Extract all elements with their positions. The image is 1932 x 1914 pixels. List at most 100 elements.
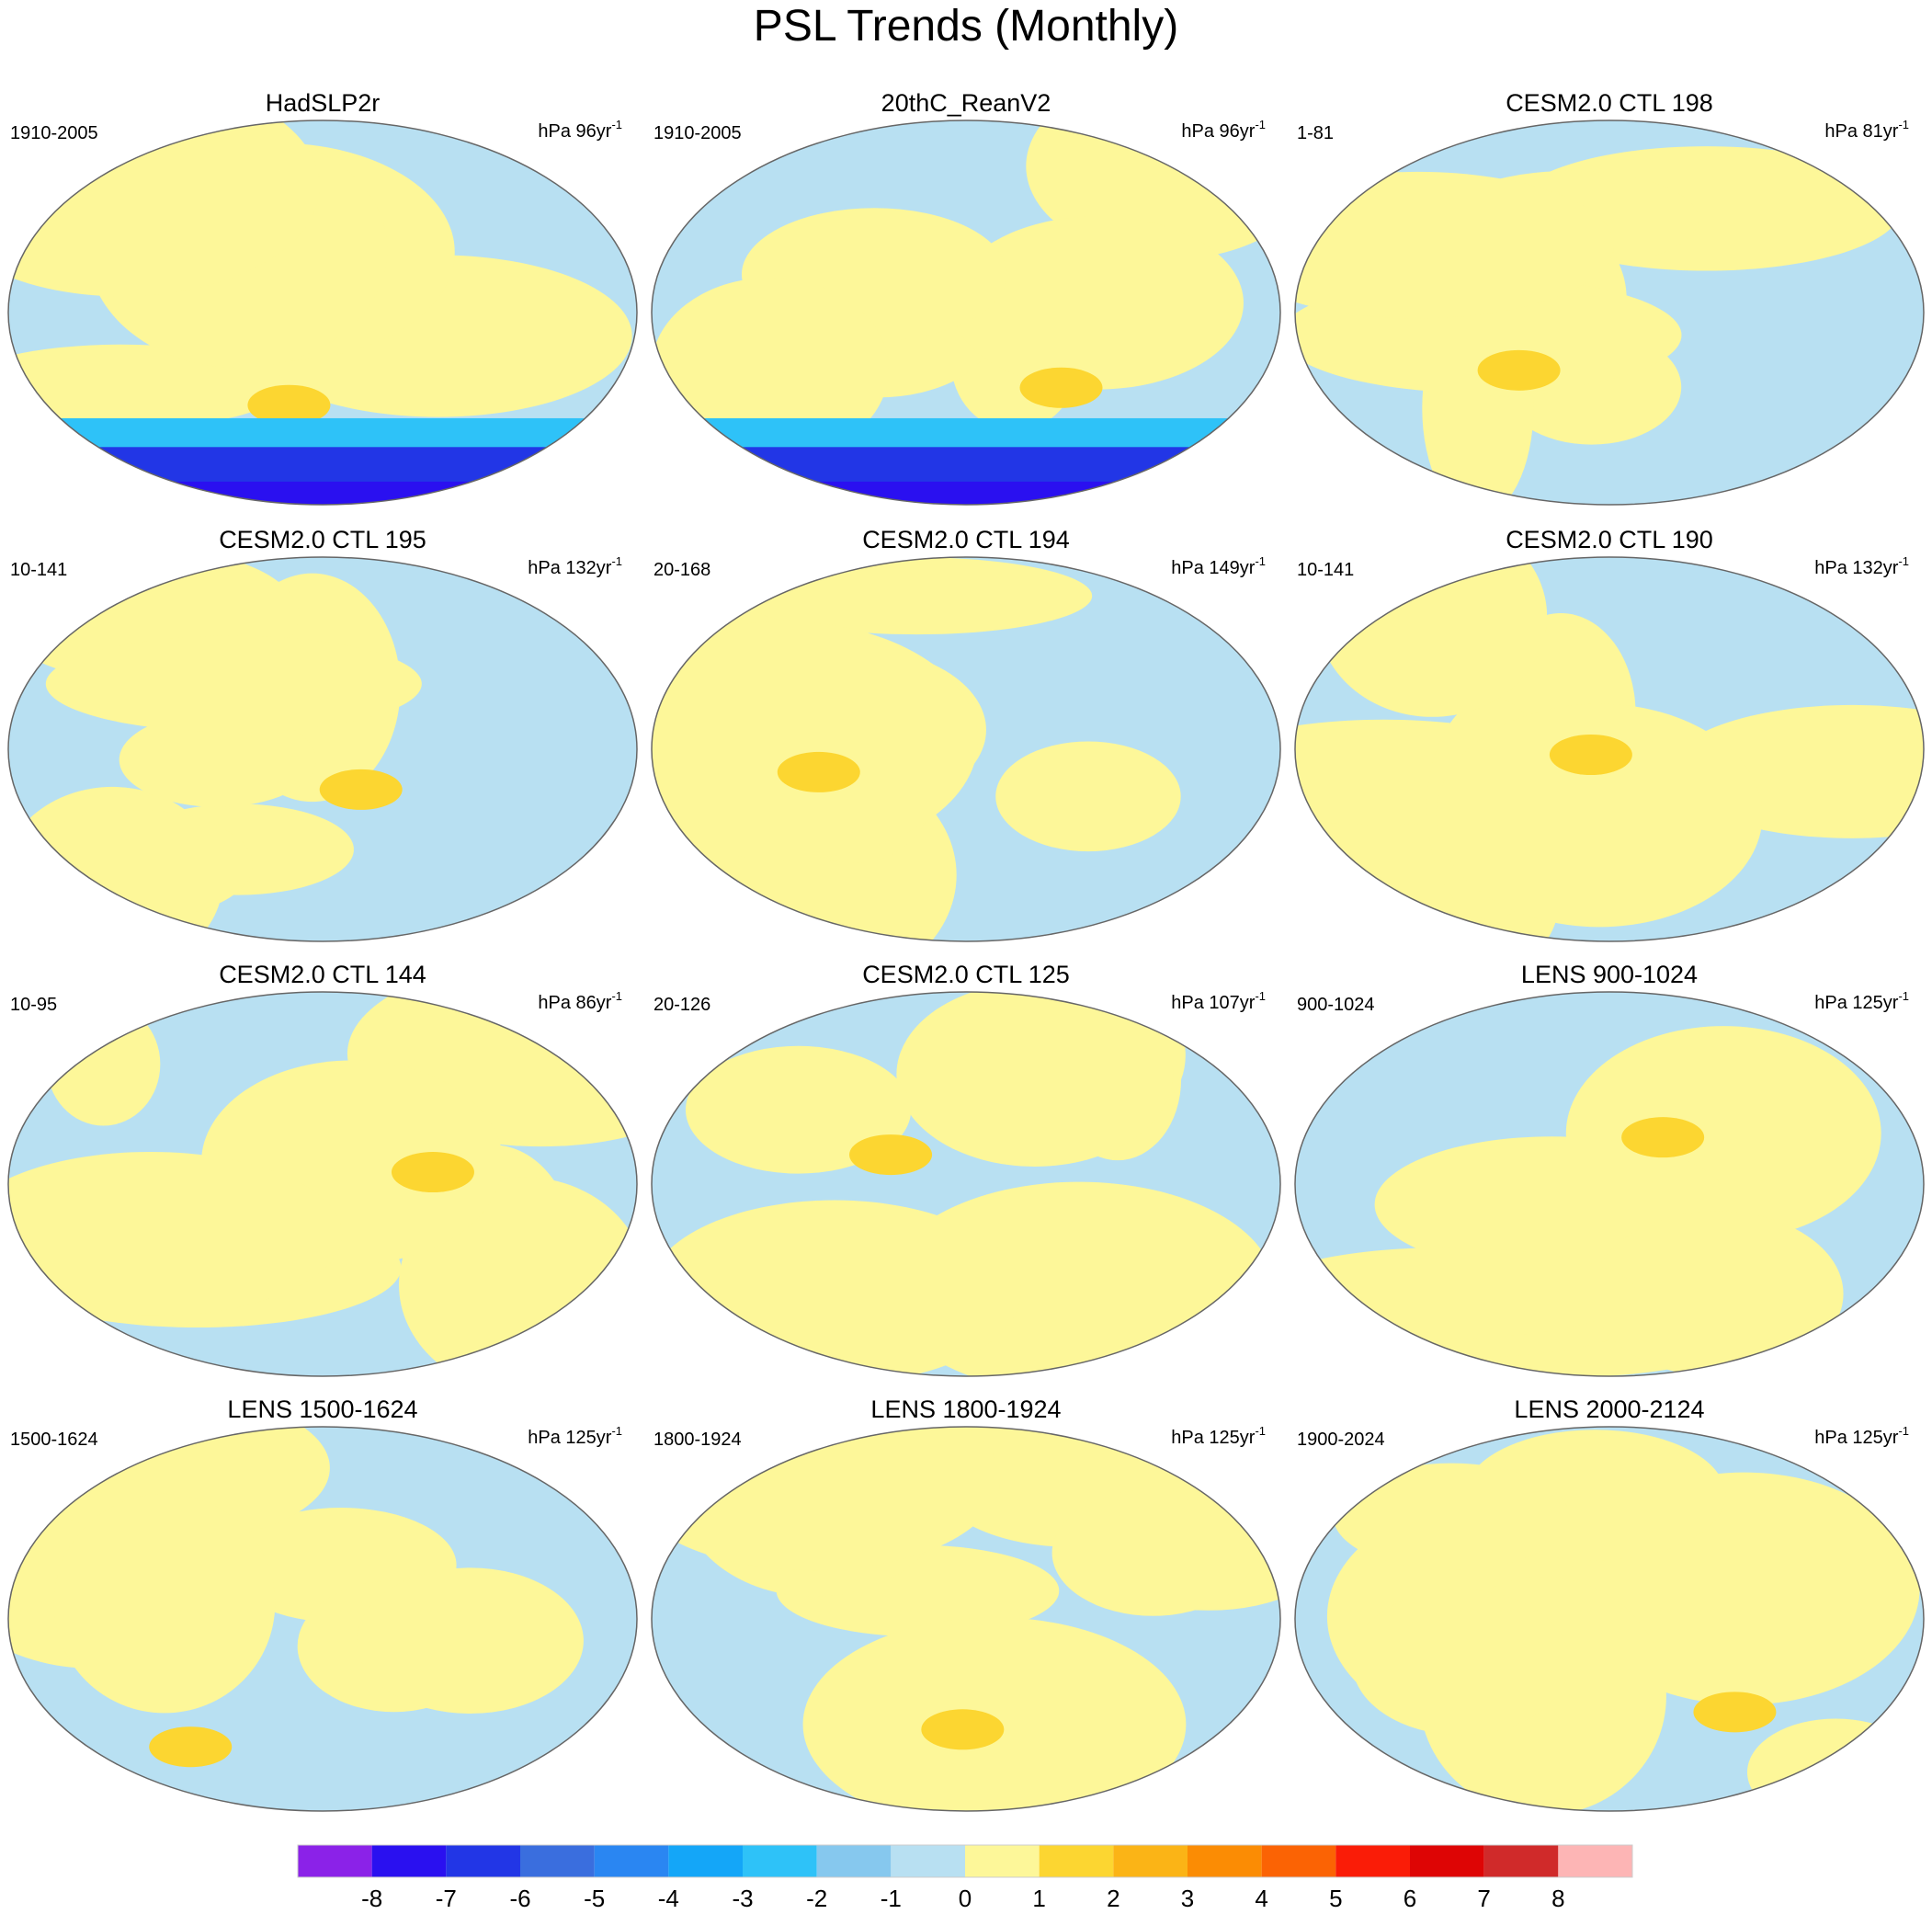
colorbar-box [816, 1845, 892, 1877]
units-exponent: -1 [611, 989, 622, 1003]
map-panel [1295, 992, 1924, 1376]
units-label: hPa 125yr-1 [1814, 989, 1909, 1013]
panel-title: CESM2.0 CTL 194 [862, 526, 1070, 553]
field-patch [1591, 1211, 1844, 1376]
map-panel [1295, 1427, 1924, 1811]
map-outline [651, 556, 1281, 942]
units-exponent: -1 [1898, 1424, 1909, 1438]
colorbar-label: 7 [1477, 1885, 1490, 1912]
field-patch [1295, 171, 1614, 319]
map-outline [1294, 991, 1925, 1377]
colorbar-label: 0 [959, 1885, 972, 1912]
units-label: hPa 125yr-1 [1814, 1424, 1909, 1448]
map-panel [652, 992, 1280, 1376]
map-outline [1294, 556, 1925, 942]
field-patch [896, 992, 1174, 1167]
colorbar-box [371, 1845, 447, 1877]
panel-title: 20thC_ReanV2 [881, 89, 1051, 117]
units-label: hPa 125yr-1 [528, 1424, 622, 1448]
colorbar-box [520, 1845, 595, 1877]
period-label: 1900-2024 [1297, 1430, 1385, 1450]
colorbar-label: 3 [1181, 1885, 1194, 1912]
map-outline [7, 991, 638, 1377]
colorbar-label: 4 [1255, 1885, 1267, 1912]
map-panel [652, 1427, 1280, 1811]
units-exponent: -1 [1898, 989, 1909, 1003]
panel-title: LENS 900-1024 [1521, 961, 1698, 988]
field-patch [247, 384, 331, 426]
map-outline [7, 1426, 638, 1812]
panel-title: CESM2.0 CTL 190 [1506, 526, 1713, 553]
units-label: hPa 96yr-1 [538, 118, 622, 142]
units-label: hPa 132yr-1 [528, 554, 622, 578]
field-patch [777, 751, 860, 792]
colorbar-box [1410, 1845, 1484, 1877]
colorbar-label: 5 [1329, 1885, 1342, 1912]
field-patch [652, 1200, 1021, 1376]
field-patch [357, 1567, 584, 1714]
map-outline [1294, 120, 1925, 506]
field-patch [391, 1152, 474, 1193]
field-patch [1333, 1463, 1570, 1570]
field-patch [8, 1151, 343, 1316]
period-label: 900-1024 [1297, 995, 1375, 1015]
units-text: hPa 125yr [1171, 1428, 1256, 1448]
colorbar-label: -3 [732, 1885, 753, 1912]
units-text: hPa 125yr [1814, 993, 1899, 1013]
field-patch [685, 1045, 912, 1174]
field-patch [921, 1709, 1005, 1750]
units-exponent: -1 [611, 118, 622, 131]
map-panel [8, 557, 637, 941]
units-exponent: -1 [1255, 554, 1266, 568]
units-label: hPa 132yr-1 [1814, 554, 1909, 578]
map-panel [652, 557, 1280, 941]
period-label: 20-126 [653, 995, 710, 1015]
colorbar-box [891, 1845, 965, 1877]
units-text: hPa 96yr [538, 121, 611, 142]
period-label: 10-141 [1297, 560, 1354, 580]
units-text: hPa 96yr [1181, 121, 1255, 142]
units-exponent: -1 [1255, 1424, 1266, 1438]
panel-title: CESM2.0 CTL 195 [219, 526, 426, 553]
panel-title: CESM2.0 CTL 198 [1506, 89, 1713, 117]
map-outline [1294, 1426, 1925, 1812]
field-patch [1436, 703, 1763, 928]
colorbar-label: -4 [658, 1885, 679, 1912]
period-label: 20-168 [653, 560, 710, 580]
colorbar-box [965, 1845, 1040, 1877]
field-patch [1621, 1117, 1705, 1158]
units-label: hPa 149yr-1 [1171, 554, 1266, 578]
units-label: hPa 125yr-1 [1171, 1424, 1266, 1448]
colorbar-box [743, 1845, 817, 1877]
colorbar-label: -6 [509, 1885, 530, 1912]
map-outline [7, 556, 638, 942]
units-text: hPa 149yr [1171, 558, 1256, 578]
colorbar-label: 6 [1404, 1885, 1416, 1912]
units-text: hPa 107yr [1171, 993, 1256, 1013]
map-outline [651, 120, 1281, 506]
panel-title: CESM2.0 CTL 125 [862, 961, 1070, 988]
colorbar-box [1558, 1845, 1632, 1877]
map-outline [651, 1426, 1281, 1812]
units-label: hPa 86yr-1 [538, 989, 622, 1013]
colorbar-box [1039, 1845, 1114, 1877]
colorbar-box [1483, 1845, 1559, 1877]
units-text: hPa 81yr [1824, 121, 1898, 142]
colorbar-label: -5 [584, 1885, 605, 1912]
colorbar-frame [297, 1844, 1633, 1878]
units-text: hPa 86yr [538, 993, 611, 1013]
panel-title: LENS 1500-1624 [227, 1396, 417, 1423]
field-patch [46, 1002, 161, 1126]
panel-title: LENS 2000-2124 [1514, 1396, 1704, 1423]
units-text: hPa 125yr [1814, 1428, 1899, 1448]
field-patch [149, 1726, 233, 1768]
units-text: hPa 132yr [1814, 558, 1899, 578]
period-label: 10-95 [10, 995, 57, 1015]
field-patch [995, 741, 1181, 852]
field-patch [1295, 1248, 1637, 1339]
field-patch [1549, 734, 1632, 775]
colorbar-box [594, 1845, 669, 1877]
units-label: hPa 96yr-1 [1181, 118, 1266, 142]
field-patch [1051, 1489, 1255, 1616]
